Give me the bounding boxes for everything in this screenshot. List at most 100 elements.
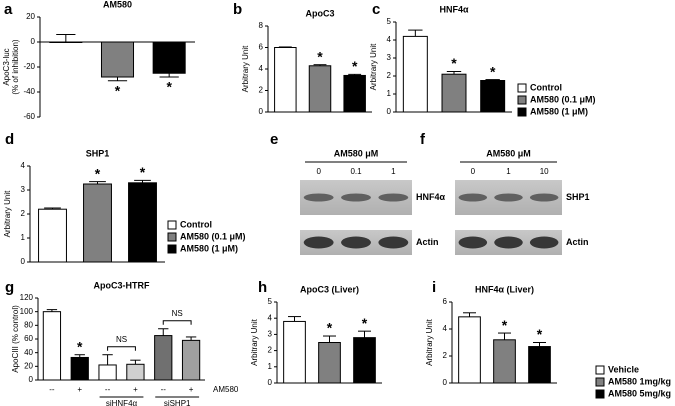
panel-letter: f xyxy=(420,131,426,148)
y-tick-label: 80 xyxy=(24,320,33,329)
y-axis-label: (% of inhibition) xyxy=(11,39,20,94)
bar xyxy=(493,339,516,384)
group-label: siSHP1 xyxy=(164,399,191,406)
legend-label: AM580 (1 μM) xyxy=(530,106,588,116)
bar xyxy=(480,80,506,113)
y-tick-label: 1 xyxy=(21,233,26,242)
group-label: siHNF4α xyxy=(106,399,138,406)
bar xyxy=(154,335,173,381)
y-tick-label: 2 xyxy=(259,86,264,95)
y-tick-label: 20 xyxy=(26,12,35,21)
y-tick-label: 6 xyxy=(259,43,264,52)
y-tick-label: 5 xyxy=(268,297,273,306)
legend-swatch xyxy=(595,389,605,399)
y-tick-label: 0 xyxy=(443,378,448,387)
significance-star: * xyxy=(95,165,101,181)
ns-label: NS xyxy=(172,309,183,318)
y-tick-label: 40 xyxy=(24,348,33,357)
y-tick-label: 1 xyxy=(387,89,392,98)
y-tick-label: 4 xyxy=(21,161,26,170)
x-tick-label: + xyxy=(77,385,82,394)
y-tick-label: 2 xyxy=(21,209,26,218)
blot-header: AM580 μM xyxy=(486,148,531,158)
blot-band xyxy=(341,193,371,202)
legend-swatch xyxy=(167,232,177,242)
legend-label: Control xyxy=(530,82,562,92)
y-axis-label: ApoC3-luc xyxy=(2,48,11,85)
y-tick-label: 100 xyxy=(20,307,34,316)
panel-letter: b xyxy=(233,1,242,18)
y-tick-label: 2 xyxy=(387,71,392,80)
row-label: HNF4α xyxy=(416,192,446,202)
blot-band xyxy=(494,193,523,202)
treatment-label: AM580 xyxy=(213,385,239,394)
bar xyxy=(343,74,366,113)
significance-star: * xyxy=(327,320,333,336)
y-tick-label: 0 xyxy=(21,257,26,266)
y-tick-label: -20 xyxy=(23,62,35,71)
panel-letter: c xyxy=(372,1,380,18)
bar xyxy=(128,182,157,263)
lane-label: 0.1 xyxy=(350,167,362,176)
y-tick-label: 0 xyxy=(259,107,264,116)
legend-label: AM580 (0.1 μM) xyxy=(180,231,246,241)
significance-star: * xyxy=(317,48,323,64)
y-tick-label: 4 xyxy=(387,35,392,44)
bar xyxy=(38,208,67,263)
significance-star: * xyxy=(166,79,172,95)
x-tick-label: + xyxy=(133,385,138,394)
y-tick-label: 4 xyxy=(268,313,273,322)
significance-star: * xyxy=(502,317,508,333)
lane-label: 0 xyxy=(471,167,476,176)
y-tick-label: 4 xyxy=(259,64,264,73)
y-tick-label: 0 xyxy=(31,37,36,46)
x-tick-label: -- xyxy=(105,385,111,394)
panel-letter: h xyxy=(258,279,267,296)
legend-swatch xyxy=(517,107,527,117)
panel-letter: a xyxy=(4,1,13,18)
blot-header: AM580 μM xyxy=(334,148,379,158)
y-tick-label: 1 xyxy=(268,362,273,371)
legend-label: Control xyxy=(180,219,212,229)
lane-label: 10 xyxy=(540,167,549,176)
legend-swatch xyxy=(167,244,177,254)
panel-letter: e xyxy=(270,131,278,148)
lane-label: 1 xyxy=(391,167,396,176)
y-tick-label: 5 xyxy=(387,17,392,26)
y-tick-label: 2 xyxy=(443,351,448,360)
row-label: SHP1 xyxy=(566,192,590,202)
chart-title: ApoC3-HTRF xyxy=(94,280,150,290)
blot-band xyxy=(303,193,334,202)
legend-label: AM580 (1 μM) xyxy=(180,243,238,253)
significance-star: * xyxy=(537,326,543,342)
blot-band xyxy=(303,236,334,249)
bar xyxy=(402,35,428,113)
bar xyxy=(283,320,306,384)
bar xyxy=(70,356,89,381)
bar xyxy=(181,339,201,381)
bar xyxy=(49,41,83,43)
bar xyxy=(458,316,481,384)
blot-band xyxy=(378,193,409,202)
legend-label: AM580 (0.1 μM) xyxy=(530,94,596,104)
y-tick-label: 6 xyxy=(443,297,448,306)
significance-star: * xyxy=(362,315,368,331)
bar xyxy=(126,363,145,381)
blot-band xyxy=(458,236,488,249)
legend-swatch xyxy=(595,377,605,387)
blot-band xyxy=(378,236,409,249)
ns-label: NS xyxy=(116,335,127,344)
bar xyxy=(98,364,117,381)
bar xyxy=(152,41,186,74)
y-axis-label: Arbitrary Unit xyxy=(425,318,434,365)
bar xyxy=(353,337,376,384)
y-tick-label: 0 xyxy=(387,107,392,116)
y-tick-label: 2 xyxy=(268,346,273,355)
legend-swatch xyxy=(595,365,605,375)
y-tick-label: -60 xyxy=(23,112,35,121)
y-axis-label: Arbitrary Unit xyxy=(3,190,12,237)
y-axis-label: Arbitrary Unit xyxy=(250,318,259,365)
bar xyxy=(318,342,341,384)
blot-band xyxy=(494,236,523,249)
